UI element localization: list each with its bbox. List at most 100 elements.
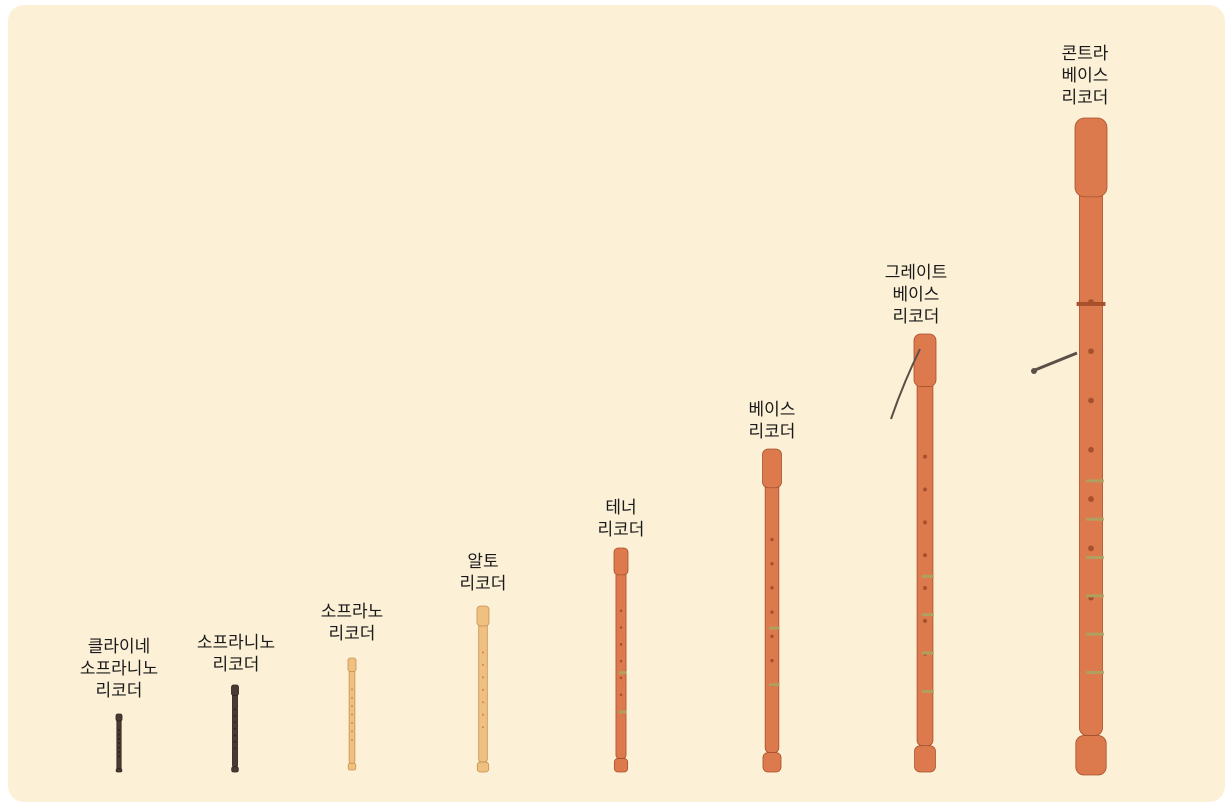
recorder-bass-hole bbox=[770, 634, 774, 639]
recorder-contrabass-key bbox=[1086, 670, 1104, 674]
recorder-great-bass-key bbox=[921, 613, 934, 617]
recorder-kleine-sopranino-hole bbox=[118, 746, 120, 749]
recorder-tenor-hole bbox=[619, 659, 623, 663]
recorder-great-bass-key bbox=[921, 651, 934, 655]
recorder-great-bass-key bbox=[921, 574, 934, 578]
recorder-soprano-hole bbox=[351, 738, 353, 741]
recorder-contrabass-body bbox=[1079, 170, 1103, 736]
label-line: 리코더 bbox=[892, 307, 940, 327]
recorder-alto-hole bbox=[481, 676, 485, 679]
recorder-sopranino-hole bbox=[234, 727, 236, 730]
label-contrabass: 콘트라 베이스 리코더 bbox=[1015, 43, 1155, 109]
recorder-tenor-hole bbox=[619, 676, 623, 680]
recorder-contrabass-key bbox=[1086, 556, 1104, 559]
label-line: 베이스 bbox=[1061, 66, 1109, 86]
recorder-tenor-hole bbox=[619, 693, 623, 696]
recorder-tenor-hole bbox=[619, 643, 623, 646]
recorder-bass-hole bbox=[770, 537, 774, 542]
label-line: 소프라노 bbox=[320, 602, 384, 622]
label-line: 콘트라 bbox=[1061, 44, 1109, 64]
recorder-great-bass-hole bbox=[923, 487, 927, 492]
recorder-tenor-head bbox=[613, 547, 629, 576]
label-line: 소프라니노 bbox=[79, 659, 159, 679]
recorder-bass-foot bbox=[762, 752, 782, 773]
label-soprano: 소프라노 리코더 bbox=[282, 601, 422, 645]
recorder-bass-head bbox=[762, 448, 782, 489]
recorder-soprano-hole bbox=[351, 721, 353, 724]
recorder-illustration bbox=[115, 117, 1108, 776]
recorder-sopranino-hole bbox=[234, 714, 236, 717]
recorder-kleine-sopranino-hole bbox=[118, 742, 120, 745]
recorder-contrabass-hole bbox=[1088, 348, 1094, 355]
recorder-contrabass-key bbox=[1086, 632, 1104, 636]
recorder-sopranino-foot bbox=[231, 766, 239, 773]
recorder-sopranino-hole bbox=[234, 734, 236, 737]
recorder-great-bass-hole bbox=[923, 586, 927, 591]
recorder-soprano-hole bbox=[351, 688, 353, 691]
recorder-soprano-hole bbox=[351, 730, 353, 733]
label-bass: 베이스 리코더 bbox=[702, 399, 842, 443]
recorder-contrabass-foot bbox=[1075, 735, 1107, 776]
recorder-bass-key bbox=[769, 683, 780, 687]
label-kleine-sopranino: 클라이네 소프라니노 리코더 bbox=[49, 636, 189, 702]
label-sopranino: 소프라니노 리코더 bbox=[166, 632, 306, 676]
recorder-contrabass-head bbox=[1074, 117, 1108, 198]
label-line: 리코더 bbox=[459, 574, 507, 594]
recorder-great-bass-hole bbox=[923, 454, 927, 459]
label-line: 그레이트 bbox=[884, 263, 948, 283]
recorder-soprano-hole bbox=[351, 705, 353, 708]
recorder-great-bass-key bbox=[921, 689, 934, 693]
recorder-sopranino-hole bbox=[234, 740, 236, 743]
recorder-sopranino-head bbox=[231, 684, 239, 696]
label-line: 테너 bbox=[605, 498, 637, 518]
recorder-contrabass-key bbox=[1086, 517, 1104, 521]
recorder-alto-hole bbox=[481, 701, 485, 704]
recorder-bass-hole bbox=[770, 586, 774, 590]
recorder-contrabass-key bbox=[1086, 594, 1104, 598]
label-tenor: 테너 리코더 bbox=[551, 497, 691, 541]
recorder-alto-hole bbox=[481, 663, 485, 667]
recorder-great-bass-body bbox=[916, 368, 934, 747]
recorder-contrabass-bocal-tip bbox=[1031, 368, 1037, 374]
label-line: 알토 bbox=[467, 552, 499, 572]
recorder-alto-hole bbox=[481, 713, 485, 716]
label-line: 리코더 bbox=[95, 681, 143, 701]
recorder-contrabass-hole bbox=[1088, 397, 1094, 404]
recorder-alto-hole bbox=[481, 726, 485, 729]
recorder-great-bass-hole bbox=[923, 553, 927, 558]
recorder-great-bass-hole bbox=[923, 618, 927, 623]
recorder-alto-hole bbox=[481, 688, 485, 691]
recorder-tenor-hole bbox=[619, 609, 623, 612]
label-line: 리코더 bbox=[328, 624, 376, 644]
recorder-kleine-sopranino-hole bbox=[118, 737, 120, 740]
label-line: 리코더 bbox=[597, 520, 645, 540]
recorder-kleine-sopranino-hole bbox=[118, 733, 120, 736]
label-line: 소프라니노 bbox=[196, 633, 276, 653]
recorder-kleine-sopranino-hole bbox=[118, 755, 120, 758]
recorder-sopranino-hole bbox=[234, 708, 236, 711]
recorder-tenor-foot bbox=[613, 758, 629, 773]
recorder-soprano-hole bbox=[351, 713, 353, 716]
recorder-tenor-key bbox=[618, 710, 627, 714]
label-great-bass: 그레이트 베이스 리코더 bbox=[846, 262, 986, 328]
recorder-kleine-sopranino-foot bbox=[115, 768, 123, 773]
label-line: 리코더 bbox=[1061, 88, 1109, 108]
recorder-soprano-foot bbox=[347, 762, 357, 771]
recorder-sopranino-hole bbox=[234, 721, 236, 724]
diagram-panel: 클라이네 소프라니노 리코더 소프라니노 리코더 소프라노 리코더 알토 리코더… bbox=[8, 5, 1225, 802]
recorder-great-bass-bocal bbox=[890, 348, 921, 420]
recorder-great-bass-head bbox=[913, 333, 937, 387]
recorder-alto-head bbox=[476, 605, 490, 627]
recorder-tenor-hole bbox=[619, 626, 623, 629]
recorder-great-bass-hole bbox=[923, 520, 927, 525]
recorder-bass-hole bbox=[770, 561, 774, 566]
label-line: 리코더 bbox=[212, 655, 260, 675]
recorder-bass-key bbox=[769, 626, 780, 630]
recorder-kleine-sopranino-hole bbox=[118, 729, 120, 732]
recorder-soprano-hole bbox=[351, 696, 353, 699]
recorder-great-bass-foot bbox=[914, 745, 936, 773]
recorder-contrabass-hole bbox=[1088, 496, 1094, 502]
recorder-alto-foot bbox=[476, 761, 490, 773]
recorder-contrabass-hole bbox=[1088, 446, 1094, 453]
recorder-contrabass-bocal bbox=[1034, 351, 1078, 372]
